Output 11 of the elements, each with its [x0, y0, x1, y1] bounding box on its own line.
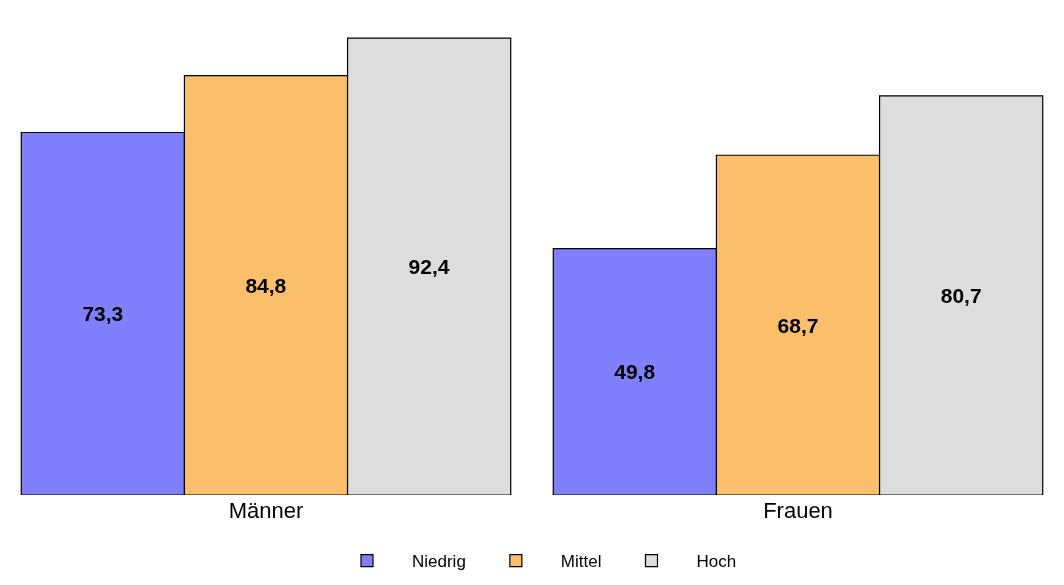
- data-label: 68,7: [777, 313, 819, 337]
- legend-label: Niedrig: [412, 552, 466, 572]
- data-label: 84,8: [245, 273, 287, 297]
- x-tick-label: Männer: [228, 498, 304, 523]
- data-label: 49,8: [614, 360, 656, 384]
- data-label: 73,3: [82, 302, 124, 326]
- data-label: 92,4: [408, 255, 450, 279]
- legend-label: Hoch: [696, 552, 737, 572]
- data-label: 80,7: [940, 283, 982, 307]
- legend-label: Mittel: [560, 552, 602, 572]
- x-tick-label: Frauen: [763, 498, 833, 523]
